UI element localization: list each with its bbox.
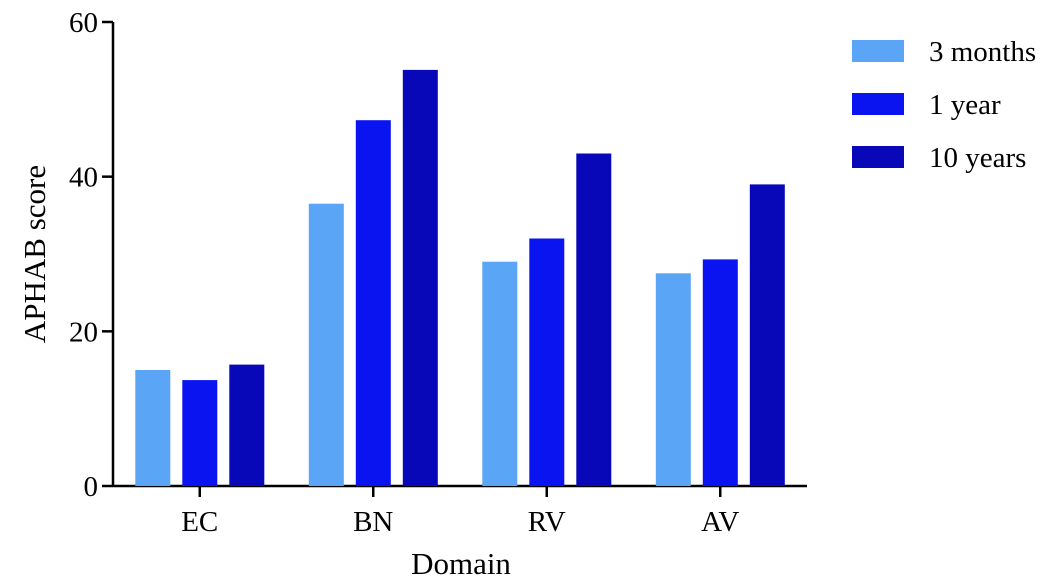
y-tick-label: 0 [84,471,99,503]
bar-ec-series-2 [229,364,265,486]
x-tick-label: RV [528,506,566,538]
legend-swatch [852,146,904,168]
x-tick-label: BN [353,506,393,538]
bar-rv-series-1 [529,238,565,486]
legend-swatch [852,93,904,115]
legend: 3 months 1 year 10 years [852,36,1036,174]
bar-av-series-2 [749,184,785,486]
y-tick-label: 60 [69,7,98,39]
x-tick-label: EC [181,506,218,538]
bar-rv-series-2 [576,153,612,486]
bars [135,69,785,487]
x-tick-label: AV [701,506,739,538]
bar-rv-series-0 [482,261,518,486]
bar-ec-series-1 [182,380,218,486]
bar-bn-series-2 [402,69,438,487]
y-ticks: 0 20 40 60 [69,7,113,503]
x-ticks: EC BN RV AV [181,486,739,538]
legend-label: 10 years [929,142,1026,174]
y-axis-title: APHAB score [17,165,52,343]
y-tick-label: 20 [69,316,98,348]
bar-bn-series-0 [308,203,344,486]
legend-label: 1 year [929,89,1001,121]
legend-swatch [852,40,904,62]
y-tick-label: 40 [69,162,98,194]
bar-av-series-0 [655,273,691,486]
bar-ec-series-0 [135,370,171,486]
bar-av-series-1 [702,259,738,486]
x-axis-title: Domain [411,546,511,580]
bar-bn-series-1 [355,120,391,486]
legend-label: 3 months [929,36,1036,68]
